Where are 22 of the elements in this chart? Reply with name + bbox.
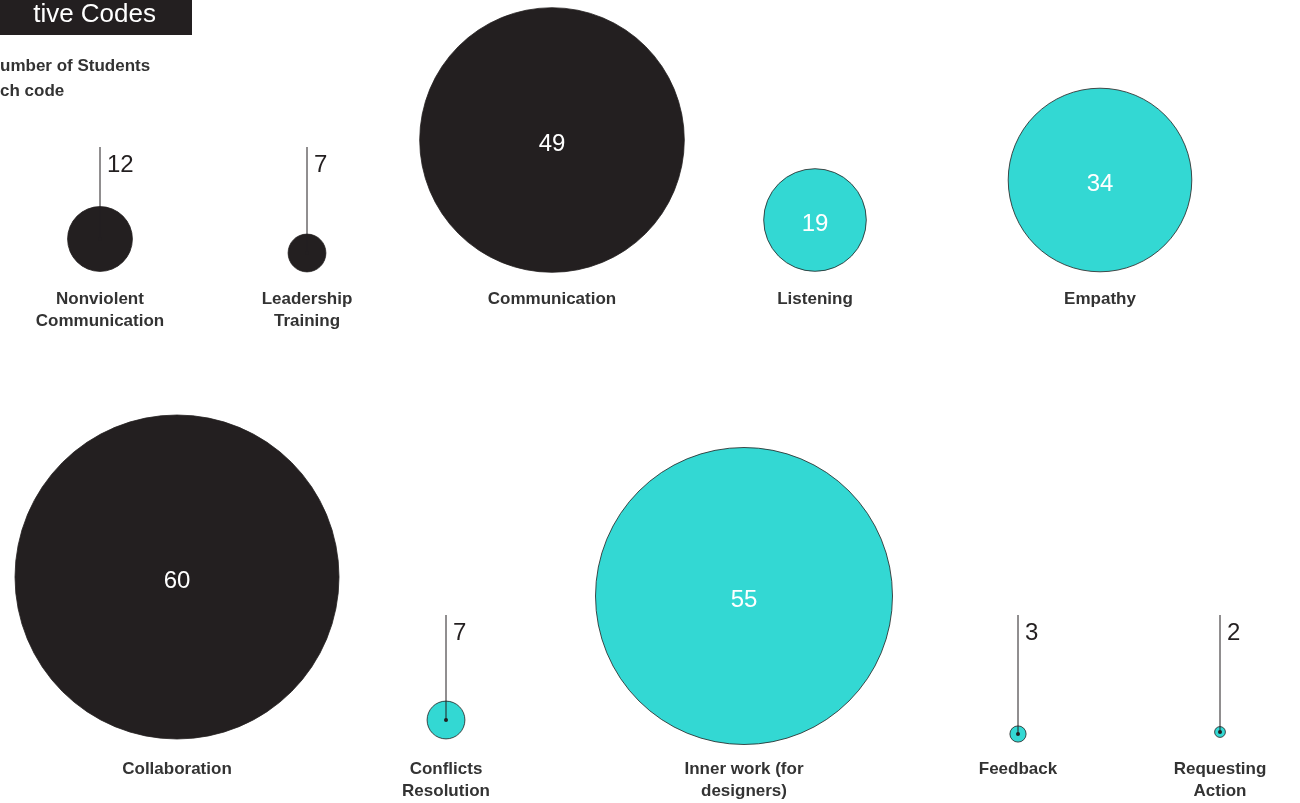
category-label: Listening xyxy=(776,288,854,310)
category-label: Feedback xyxy=(977,758,1059,780)
data-label: 7 xyxy=(314,149,328,177)
text: tive Codes xyxy=(0,0,192,35)
data-label: 55 xyxy=(730,584,758,612)
data-label: 60 xyxy=(163,565,191,593)
data-label: 34 xyxy=(1086,168,1114,196)
data-label: 12 xyxy=(107,149,134,177)
data-label: 49 xyxy=(538,128,566,156)
data-label: 3 xyxy=(1025,617,1039,645)
data-label: 19 xyxy=(801,208,829,236)
category-label: Nonviolent Communication xyxy=(34,288,166,332)
text: umber of Students ch code xyxy=(0,55,152,102)
category-label: Inner work (for designers) xyxy=(683,758,805,802)
category-label: Empathy xyxy=(1063,288,1137,310)
category-label: Communication xyxy=(486,288,618,310)
category-label: Conflicts Resolution xyxy=(401,758,491,802)
category-label: Requesting Action xyxy=(1172,758,1268,802)
data-label: 7 xyxy=(453,617,467,645)
data-label: 2 xyxy=(1227,617,1241,645)
category-label: Leadership Training xyxy=(260,288,354,332)
category-label: Collaboration xyxy=(121,758,233,780)
